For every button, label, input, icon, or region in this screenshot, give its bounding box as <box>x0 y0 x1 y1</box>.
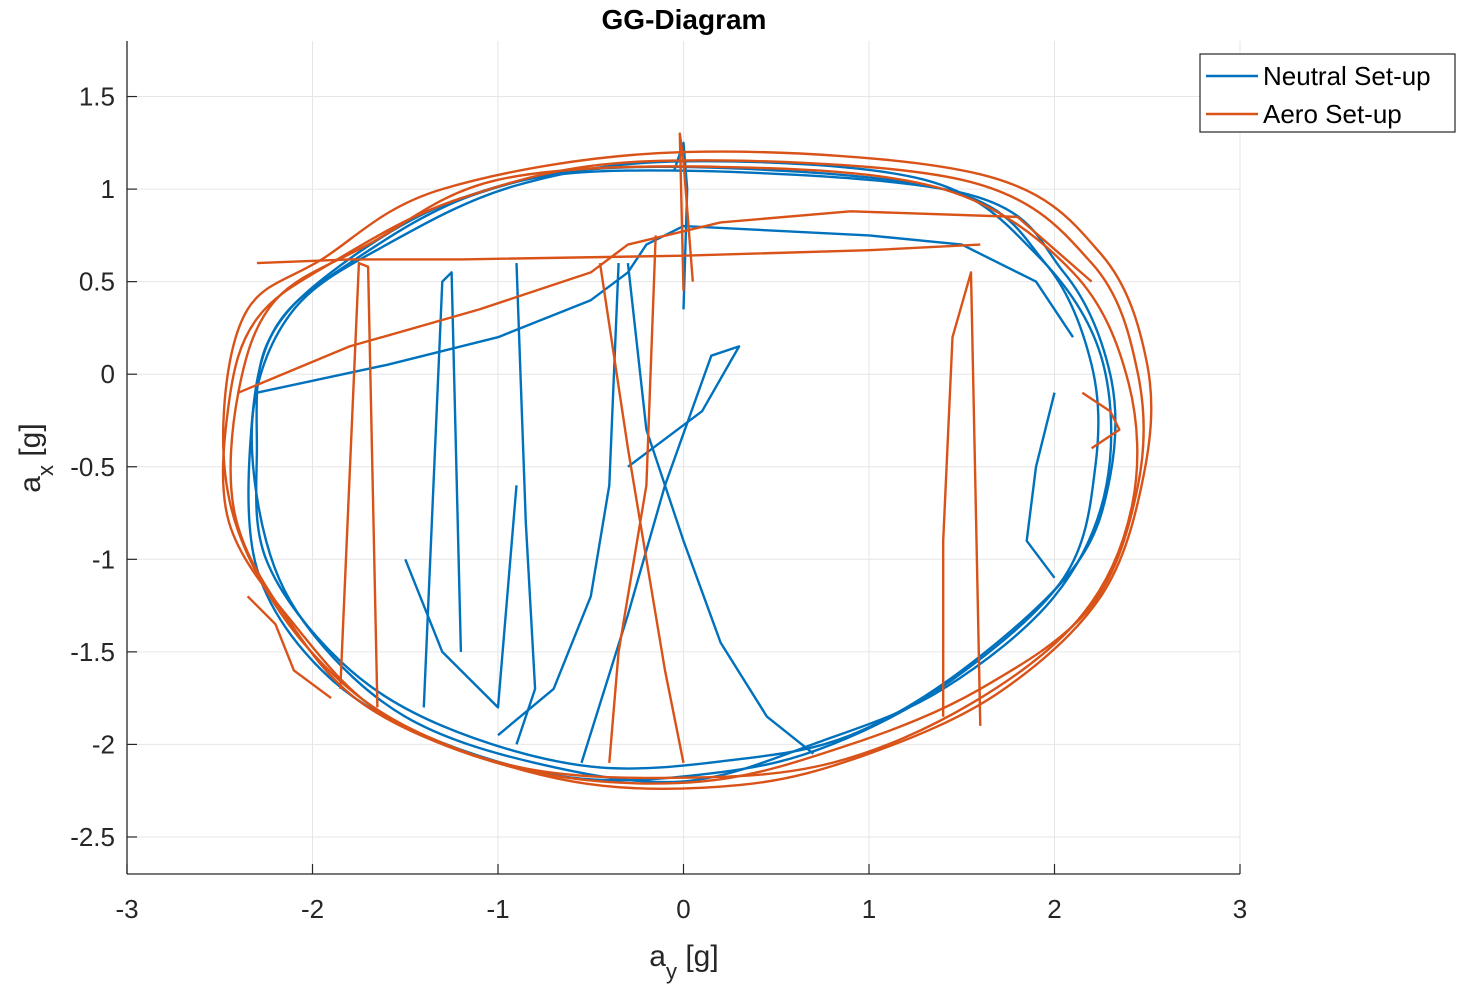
x-tick-label: 3 <box>1233 894 1247 924</box>
series-line <box>1081 391 1121 450</box>
series-line <box>339 261 379 708</box>
y-tick-label: -2 <box>92 729 115 759</box>
y-tick-label: 1 <box>101 174 115 204</box>
series-1 <box>221 132 1153 790</box>
series-line <box>256 224 1074 394</box>
x-tick-label: 0 <box>676 894 690 924</box>
y-tick-label: -2.5 <box>70 822 115 852</box>
series-line <box>250 159 1113 784</box>
series-line <box>497 263 620 737</box>
series-line <box>229 165 1139 780</box>
series-line <box>237 210 1093 394</box>
series-line <box>422 271 463 708</box>
x-tick-label: -2 <box>301 894 324 924</box>
y-axis-label: ax [g] <box>14 423 58 492</box>
x-ticks: -3 -2 -1 0 1 2 3 <box>115 864 1247 924</box>
series-line <box>246 595 332 700</box>
series-line <box>678 132 694 291</box>
series-line <box>221 150 1153 790</box>
x-axis-label: ay [g] <box>649 940 718 984</box>
series-line <box>221 159 1145 785</box>
x-tick-label: 1 <box>862 894 876 924</box>
y-tick-label: 0 <box>101 359 115 389</box>
y-tick-label: 1.5 <box>79 82 115 112</box>
y-tick-label: -0.5 <box>70 452 115 482</box>
chart-title: GG-Diagram <box>602 4 767 35</box>
legend-label-neutral: Neutral Set-up <box>1263 61 1431 91</box>
x-tick-label: -1 <box>486 894 509 924</box>
series-line <box>608 235 657 764</box>
series-line <box>626 262 815 755</box>
series-line <box>515 263 537 745</box>
y-tick-label: -1.5 <box>70 637 115 667</box>
series-line <box>598 262 685 764</box>
series-line <box>404 485 518 709</box>
legend-label-aero: Aero Set-up <box>1263 99 1402 129</box>
y-tick-label: 0.5 <box>79 267 115 297</box>
x-tick-label: -3 <box>115 894 138 924</box>
series-line <box>1025 392 1056 579</box>
legend-box <box>1199 53 1456 133</box>
series-line <box>580 345 741 764</box>
series-line <box>256 243 981 265</box>
y-tick-label: -1 <box>92 544 115 574</box>
series-line <box>942 271 982 726</box>
legend: Neutral Set-up Aero Set-up <box>1199 53 1456 133</box>
series-layer <box>221 132 1153 790</box>
x-tick-label: 2 <box>1047 894 1061 924</box>
y-ticks: -2.5 -2 -1.5 -1 -0.5 0 0.5 1 1.5 <box>70 82 137 852</box>
